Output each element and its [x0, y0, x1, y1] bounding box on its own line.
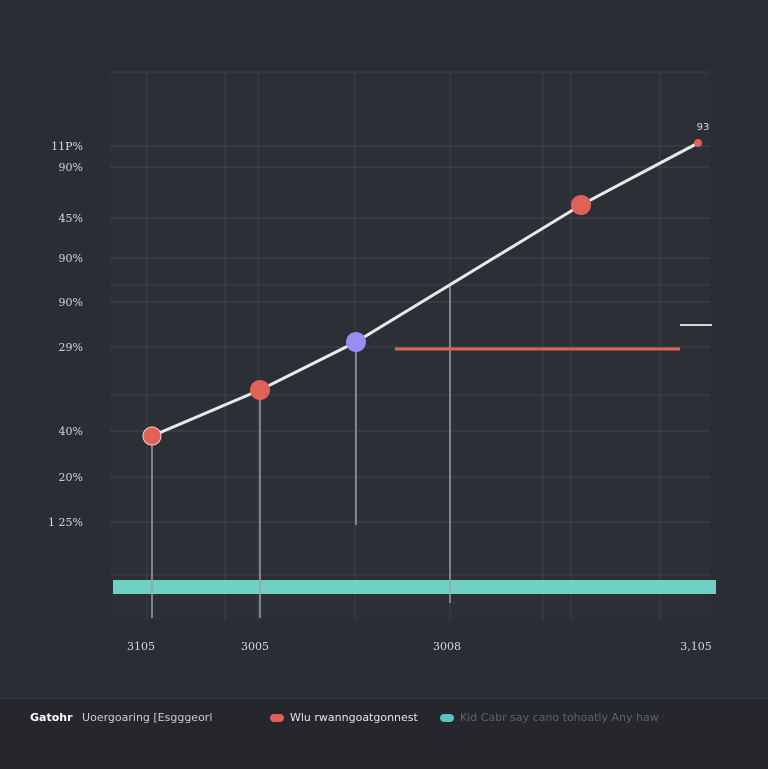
legend-label: Uoergoaring [Esgggeorl — [82, 711, 213, 724]
data-point — [142, 426, 162, 446]
y-tick-label: 40% — [59, 425, 83, 438]
x-tick-label: 3105 — [127, 640, 155, 653]
data-point — [346, 332, 366, 352]
legend-label: Wlu rwanngoatgonnest — [290, 711, 418, 724]
x-tick-label: 3008 — [433, 640, 461, 653]
y-tick-label: 90% — [59, 252, 83, 265]
legend-item-0: Gatohr Uoergoaring [Esgggeorl — [30, 711, 212, 724]
legend: Gatohr Uoergoaring [Esgggeorl Wlu rwanng… — [0, 698, 768, 769]
y-tick-label: 90% — [59, 161, 83, 174]
y-tick-label: 11P% — [51, 140, 83, 153]
baseline-bar — [113, 580, 716, 594]
legend-label: Kid Cabr say cano tohoatly Any haw — [460, 711, 659, 724]
legend-swatch — [440, 714, 454, 722]
data-point — [694, 139, 702, 147]
data-point — [571, 195, 591, 215]
legend-prefix: Gatohr — [30, 711, 73, 724]
data-point — [250, 380, 270, 400]
top-right-label: 93 — [697, 122, 710, 133]
x-tick-label: 3005 — [241, 640, 269, 653]
y-tick-label: 90% — [59, 296, 83, 309]
y-tick-label: 29% — [59, 341, 83, 354]
legend-item-2: Kid Cabr say cano tohoatly Any haw — [440, 711, 659, 724]
y-tick-label: 45% — [59, 212, 83, 225]
y-tick-label: 1 25% — [48, 516, 83, 529]
legend-item-1: Wlu rwanngoatgonnest — [270, 711, 418, 724]
line-chart: 11P% 90% 45% 90% 90% 29% 40% 20% 1 25% 3105 3005 30… — [48, 71, 716, 653]
legend-swatch — [270, 714, 284, 722]
y-tick-label: 20% — [59, 471, 83, 484]
x-tick-label: 3,105 — [680, 640, 712, 653]
plot-area — [110, 72, 710, 620]
